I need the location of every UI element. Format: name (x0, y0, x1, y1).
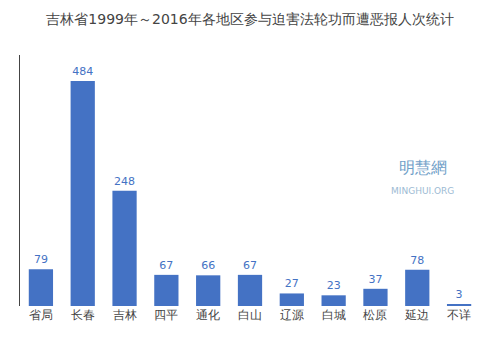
svg-text:67: 67 (159, 259, 173, 272)
svg-text:松原: 松原 (363, 308, 387, 322)
svg-text:延边: 延边 (404, 308, 429, 322)
svg-text:长春: 长春 (71, 308, 95, 322)
svg-text:明慧網: 明慧網 (399, 158, 447, 177)
svg-text:四平: 四平 (154, 308, 178, 322)
svg-text:66: 66 (201, 259, 215, 272)
svg-text:不详: 不详 (447, 308, 471, 322)
svg-text:辽源: 辽源 (280, 308, 304, 322)
svg-text:37: 37 (368, 273, 382, 286)
svg-text:吉林省1999年～2016年各地区参与迫害法轮功而遭恶报人次: 吉林省1999年～2016年各地区参与迫害法轮功而遭恶报人次统计 (46, 11, 453, 27)
svg-text:吉林: 吉林 (113, 308, 137, 322)
svg-text:484: 484 (72, 65, 93, 78)
svg-text:MINGHUI.ORG: MINGHUI.ORG (391, 186, 454, 196)
svg-text:67: 67 (243, 259, 257, 272)
svg-text:248: 248 (114, 175, 135, 188)
svg-text:3: 3 (456, 288, 463, 301)
svg-text:23: 23 (327, 279, 341, 292)
svg-text:78: 78 (410, 254, 424, 267)
svg-text:白城: 白城 (322, 308, 346, 322)
svg-text:白山: 白山 (238, 308, 262, 322)
svg-text:通化: 通化 (196, 308, 220, 322)
svg-text:省局: 省局 (29, 308, 53, 322)
svg-text:27: 27 (285, 277, 299, 290)
svg-text:79: 79 (34, 253, 48, 266)
